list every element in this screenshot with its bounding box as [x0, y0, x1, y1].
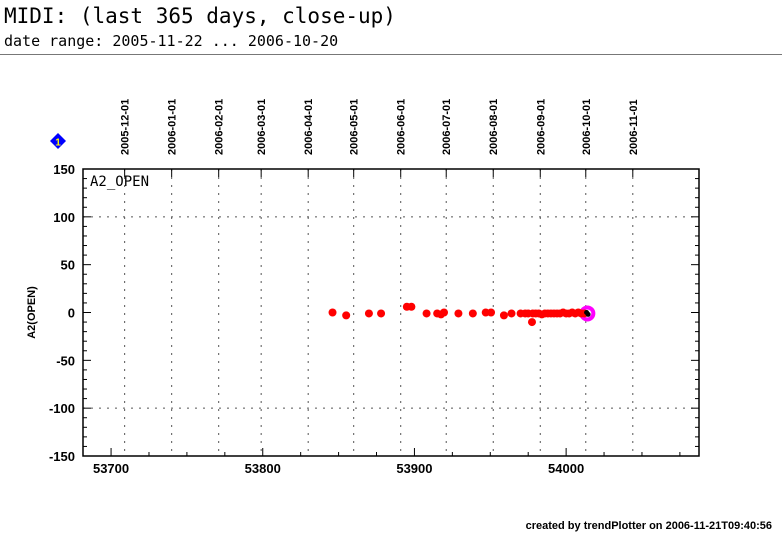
date-range: date range: 2005-11-22 ... 2006-10-20: [4, 32, 339, 50]
x-tick-label: 53700: [93, 461, 129, 476]
date-tick-label: 2006-04-01: [303, 99, 315, 155]
data-point: [487, 308, 496, 317]
date-tick-label: 2006-10-01: [581, 99, 593, 155]
data-point: [364, 309, 373, 318]
x-tick-label: 53900: [396, 461, 432, 476]
data-point: [527, 318, 536, 327]
data-point: [342, 311, 351, 320]
header-divider: [0, 54, 782, 55]
y-tick-label: 50: [61, 258, 75, 273]
marker-label: 1: [55, 138, 61, 149]
footer-credit: created by trendPlotter on 2006-11-21T09…: [525, 520, 772, 532]
data-point: [585, 311, 591, 317]
y-tick-label: 100: [53, 210, 75, 225]
y-tick-label: -150: [49, 449, 75, 464]
data-point: [454, 309, 463, 318]
date-tick-label: 2006-11-01: [628, 99, 640, 155]
date-tick-label: 2006-05-01: [349, 99, 361, 155]
data-point: [499, 311, 508, 320]
date-tick-label: 2006-03-01: [256, 99, 268, 155]
data-point: [328, 308, 337, 317]
data-point: [468, 309, 477, 318]
x-tick-label: 53800: [245, 461, 281, 476]
chart-title: MIDI: (last 365 days, close-up): [4, 4, 396, 28]
x-tick-label: 54000: [548, 461, 584, 476]
data-point: [507, 309, 516, 318]
date-tick-label: 2006-02-01: [214, 99, 226, 155]
date-tick-label: 2005-12-01: [120, 99, 132, 155]
date-tick-label: 2006-08-01: [488, 99, 500, 155]
marker-icon[interactable]: 1: [50, 133, 66, 149]
date-tick-label: 2006-01-01: [167, 99, 179, 155]
data-point: [407, 302, 416, 311]
y-tick-label: -50: [56, 353, 75, 368]
plot-frame: [82, 168, 700, 457]
data-point: [377, 309, 386, 318]
data-point: [440, 308, 449, 317]
y-tick-label: -100: [49, 401, 75, 416]
date-tick-label: 2006-07-01: [441, 99, 453, 155]
panel-label: A2_OPEN: [90, 174, 149, 190]
y-tick-label: 150: [53, 162, 75, 177]
date-tick-label: 2006-06-01: [396, 99, 408, 155]
date-tick-label: 2006-09-01: [535, 99, 547, 155]
data-point: [422, 309, 431, 318]
y-axis-label: A2(OPEN): [26, 286, 38, 339]
y-tick-label: 0: [68, 306, 75, 321]
